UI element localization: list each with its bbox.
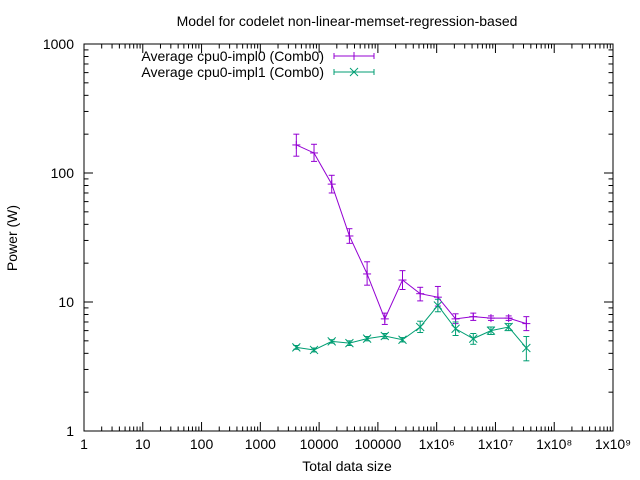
x-tick-label: 100000: [355, 436, 402, 452]
chart-title: Model for codelet non-linear-memset-regr…: [177, 13, 518, 29]
data-point: [309, 345, 319, 355]
x-tick-label: 10000: [300, 436, 339, 452]
x-tick-label: 1x10⁶: [419, 436, 455, 452]
data-point: [380, 314, 389, 323]
y-tick-label: 10: [58, 294, 74, 310]
series-layer: [291, 133, 531, 362]
y-tick-label: 1000: [43, 36, 74, 52]
data-point: [504, 322, 514, 332]
data-point: [345, 231, 354, 240]
data-point: [327, 180, 336, 189]
plot-frame: [83, 43, 614, 432]
x-tick-label: 1x10⁹: [595, 436, 631, 452]
data-point: [291, 343, 301, 352]
x-tick-label: 100: [190, 436, 214, 452]
legend-label: Average cpu0-impl1 (Comb0): [141, 64, 324, 80]
data-point: [292, 140, 301, 149]
legend-marker: [350, 52, 358, 60]
data-point: [486, 314, 495, 323]
data-point: [415, 322, 425, 332]
data-point: [398, 335, 407, 345]
y-axis-label: Power (W): [4, 205, 20, 271]
x-tick-label: 10: [135, 436, 151, 452]
marker-d2: [468, 334, 478, 343]
data-point: [469, 312, 478, 321]
data-point: [363, 269, 372, 278]
legend-item-1: Average cpu0-impl0 (Comb0): [141, 48, 375, 64]
legend: Average cpu0-impl0 (Comb0)Average cpu0-i…: [141, 48, 375, 80]
y-tick-label: 100: [51, 165, 75, 181]
marker-d2: [291, 343, 301, 352]
axis-ticks: 1 10 100 1000 10000 100000 1x10⁶ 1x10⁷ 1x10⁸ 1x10…: [43, 36, 631, 452]
data-point: [451, 324, 460, 334]
marker-d2: [451, 324, 460, 334]
legend-marker: [349, 67, 359, 77]
y-tick-label: 1: [66, 423, 74, 439]
data-point: [504, 314, 513, 323]
data-point: [468, 334, 478, 343]
marker-d2: [327, 337, 337, 346]
data-point: [416, 289, 425, 298]
x-tick-label: 1x10⁸: [536, 436, 572, 452]
data-point: [310, 148, 319, 157]
series-line: [296, 144, 527, 325]
marker-d2: [433, 301, 443, 310]
data-point: [380, 331, 390, 341]
data-point: [345, 338, 354, 348]
marker-d2: [521, 343, 531, 353]
series-line: [296, 304, 527, 351]
data-point: [522, 319, 531, 328]
marker-d2: [349, 67, 359, 77]
marker-d2: [362, 334, 372, 343]
marker-d2: [504, 322, 514, 332]
marker-d2: [398, 335, 407, 345]
data-point: [486, 326, 496, 335]
data-point: [398, 276, 407, 285]
x-tick-label: 1000: [245, 436, 276, 452]
x-tick-label: 1x10⁷: [478, 436, 513, 452]
legend-label: Average cpu0-impl0 (Comb0): [141, 48, 324, 64]
series-2: [291, 298, 531, 362]
data-point: [362, 334, 372, 343]
x-tick-label: 1: [80, 436, 88, 452]
marker-d2: [415, 322, 425, 332]
marker-d2: [380, 331, 390, 341]
legend-item-2: Average cpu0-impl1 (Comb0): [141, 64, 375, 80]
marker-d2: [309, 345, 319, 355]
series-1: [292, 133, 531, 332]
marker-d2: [486, 326, 496, 335]
data-point: [521, 343, 531, 353]
marker-d2: [345, 338, 354, 348]
data-point: [327, 337, 337, 346]
x-axis-label: Total data size: [302, 458, 392, 474]
data-point: [433, 301, 443, 310]
